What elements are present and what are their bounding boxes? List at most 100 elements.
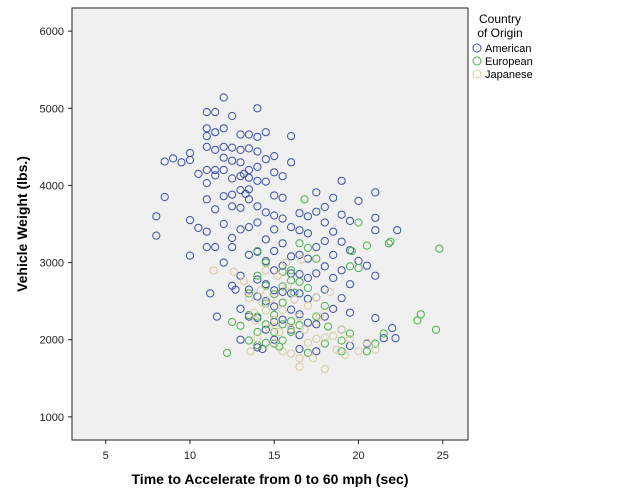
data-point-american xyxy=(228,143,237,152)
data-point-european xyxy=(295,277,304,286)
data-point-american xyxy=(295,344,304,354)
data-point-japanese xyxy=(253,334,262,343)
y-tick-label: 6000 xyxy=(40,26,64,38)
data-point-european xyxy=(320,301,329,310)
data-point-european xyxy=(347,246,356,256)
data-point-american xyxy=(202,165,211,175)
data-point-american xyxy=(270,302,279,311)
data-point-american xyxy=(185,216,195,225)
data-point-european xyxy=(278,267,287,276)
data-point-european xyxy=(244,336,253,345)
data-point-american xyxy=(253,176,262,185)
data-point-american xyxy=(219,258,228,267)
data-point-american xyxy=(244,285,253,294)
data-point-japanese xyxy=(209,266,218,275)
data-point-japanese xyxy=(249,308,259,317)
y-tick-label: 3000 xyxy=(40,258,64,270)
x-tick-label: 20 xyxy=(352,450,364,462)
data-point-american xyxy=(295,331,304,340)
data-point-american xyxy=(278,315,287,324)
data-point-american xyxy=(185,155,195,165)
data-point-european xyxy=(345,329,355,338)
data-point-japanese xyxy=(287,349,296,358)
data-point-american xyxy=(329,304,338,313)
data-point-american xyxy=(287,305,296,314)
data-point-european xyxy=(300,195,309,204)
data-point-american xyxy=(202,227,211,236)
data-point-american xyxy=(303,212,312,221)
data-point-american xyxy=(337,210,346,219)
data-point-japanese xyxy=(251,316,260,325)
data-point-american xyxy=(244,223,253,232)
data-point-european xyxy=(320,339,329,348)
data-point-american xyxy=(362,261,371,270)
plot-area xyxy=(71,7,469,441)
data-point-american xyxy=(295,310,304,319)
data-point-american xyxy=(261,155,270,164)
data-point-american xyxy=(202,195,211,204)
x-tick-label: 15 xyxy=(268,450,280,462)
data-point-american xyxy=(270,286,279,295)
data-point-american xyxy=(287,132,296,141)
data-point-european xyxy=(244,289,253,298)
data-point-japanese xyxy=(273,271,282,280)
data-point-american xyxy=(320,202,329,212)
x-tick-label: 10 xyxy=(184,450,196,462)
data-point-american xyxy=(270,335,279,344)
data-point-japanese xyxy=(315,312,324,321)
data-point-american xyxy=(295,270,304,279)
data-point-japanese xyxy=(362,338,371,347)
data-point-american xyxy=(219,165,228,175)
data-point-american xyxy=(244,130,253,139)
data-point-american xyxy=(253,275,262,284)
data-point-american xyxy=(244,185,253,194)
data-point-japanese xyxy=(295,362,304,371)
data-point-american xyxy=(244,195,253,204)
data-point-american xyxy=(287,158,296,167)
data-point-american xyxy=(345,308,355,317)
data-point-american xyxy=(228,156,237,165)
data-point-japanese xyxy=(270,315,279,324)
data-point-american xyxy=(211,243,220,252)
data-point-japanese xyxy=(278,347,287,356)
data-point-american xyxy=(320,312,329,321)
data-point-japanese xyxy=(303,338,312,347)
data-point-american xyxy=(287,289,296,298)
data-point-american xyxy=(388,324,397,333)
data-point-japanese xyxy=(303,301,312,310)
data-point-american xyxy=(236,225,245,234)
data-point-european xyxy=(253,271,262,280)
data-point-european xyxy=(236,321,245,330)
y-tick-label: 2000 xyxy=(40,335,64,347)
data-point-japanese xyxy=(332,345,341,354)
data-point-american xyxy=(185,251,195,260)
data-point-american xyxy=(312,188,321,197)
data-point-european xyxy=(270,327,279,337)
y-tick-label: 4000 xyxy=(40,180,64,192)
data-point-american xyxy=(228,174,237,183)
data-point-american xyxy=(379,334,388,343)
data-point-japanese xyxy=(239,277,248,286)
data-point-japanese xyxy=(300,325,309,334)
data-point-american xyxy=(320,262,329,271)
data-point-american xyxy=(270,152,279,161)
data-point-american xyxy=(391,334,400,343)
data-point-japanese xyxy=(371,345,380,354)
data-point-american xyxy=(152,212,161,221)
data-point-european xyxy=(312,312,321,321)
data-point-american xyxy=(202,108,211,117)
data-point-european xyxy=(287,266,296,275)
data-point-american xyxy=(253,147,262,156)
data-point-japanese xyxy=(320,333,329,342)
data-point-japanese xyxy=(308,354,318,363)
y-axis: 1000 2000 3000 4000 5000 6000 xyxy=(40,26,72,424)
data-point-american xyxy=(371,213,380,222)
legend-marker-european xyxy=(472,56,482,66)
data-point-american xyxy=(329,193,338,202)
series-japanese xyxy=(209,255,380,374)
data-point-american xyxy=(194,223,203,232)
data-point-european xyxy=(324,322,333,331)
data-point-american xyxy=(228,243,237,252)
data-point-american xyxy=(261,128,270,137)
data-point-american xyxy=(329,250,338,259)
